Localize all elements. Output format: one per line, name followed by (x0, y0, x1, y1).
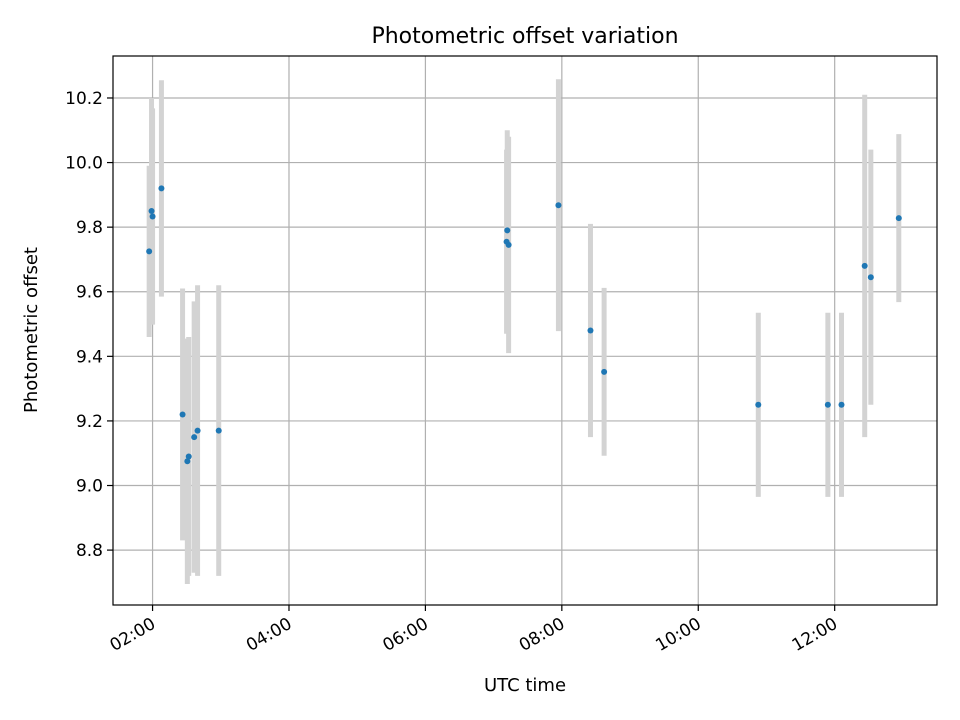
y-tick-label: 9.2 (76, 412, 103, 432)
data-point (555, 202, 562, 209)
y-tick-label: 8.8 (76, 541, 103, 561)
data-point (148, 208, 155, 215)
data-point (505, 241, 512, 248)
data-point (824, 401, 831, 408)
data-point (185, 453, 192, 460)
data-point (895, 215, 902, 222)
data-point (867, 274, 874, 281)
data-point (184, 458, 191, 465)
grid (113, 56, 937, 605)
data-point (158, 185, 165, 192)
data-point (194, 427, 201, 434)
y-tick-label: 10.2 (65, 89, 103, 109)
data-point (191, 434, 198, 441)
data-point (861, 262, 868, 269)
data-point (146, 248, 153, 255)
y-tick-label: 10.0 (65, 154, 103, 174)
data-point (601, 368, 608, 375)
y-tick-label: 9.8 (76, 218, 103, 238)
y-axis-label: Photometric offset (21, 247, 42, 413)
data-point (755, 401, 762, 408)
y-tick-label: 9.4 (76, 347, 103, 367)
x-axis-label: UTC time (484, 675, 566, 696)
plot-frame (112, 55, 938, 606)
y-tick-label: 9.6 (76, 283, 103, 303)
data-point (149, 213, 156, 220)
data-point (587, 327, 594, 334)
data-point (215, 427, 222, 434)
chart-title: Photometric offset variation (371, 24, 678, 49)
y-tick-label: 9.0 (76, 477, 103, 497)
data-point (504, 227, 511, 234)
data-markers (146, 185, 902, 465)
data-point (838, 401, 845, 408)
data-point (179, 411, 186, 418)
